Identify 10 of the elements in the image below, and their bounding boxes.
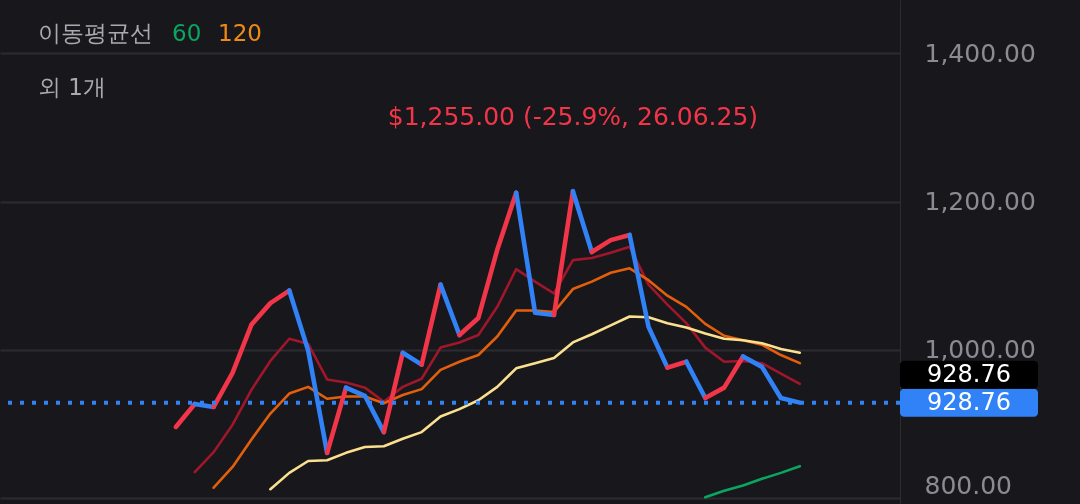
y-tick-label: 800.00	[924, 470, 1012, 500]
annotation: 외 1개	[38, 74, 106, 100]
annotation: 60	[172, 20, 202, 46]
annotation: $1,255.00 (-25.9%, 26.06.25)	[387, 102, 759, 131]
y-tick-label: 1,200.00	[924, 187, 1036, 217]
annotation: 120	[218, 20, 262, 46]
annotation: 이동평균선	[38, 20, 153, 46]
y-tick-label: 1,400.00	[924, 38, 1036, 68]
y-tick-label: 1,000.00	[924, 335, 1036, 365]
ref-line-label: 928.76	[927, 387, 1011, 416]
